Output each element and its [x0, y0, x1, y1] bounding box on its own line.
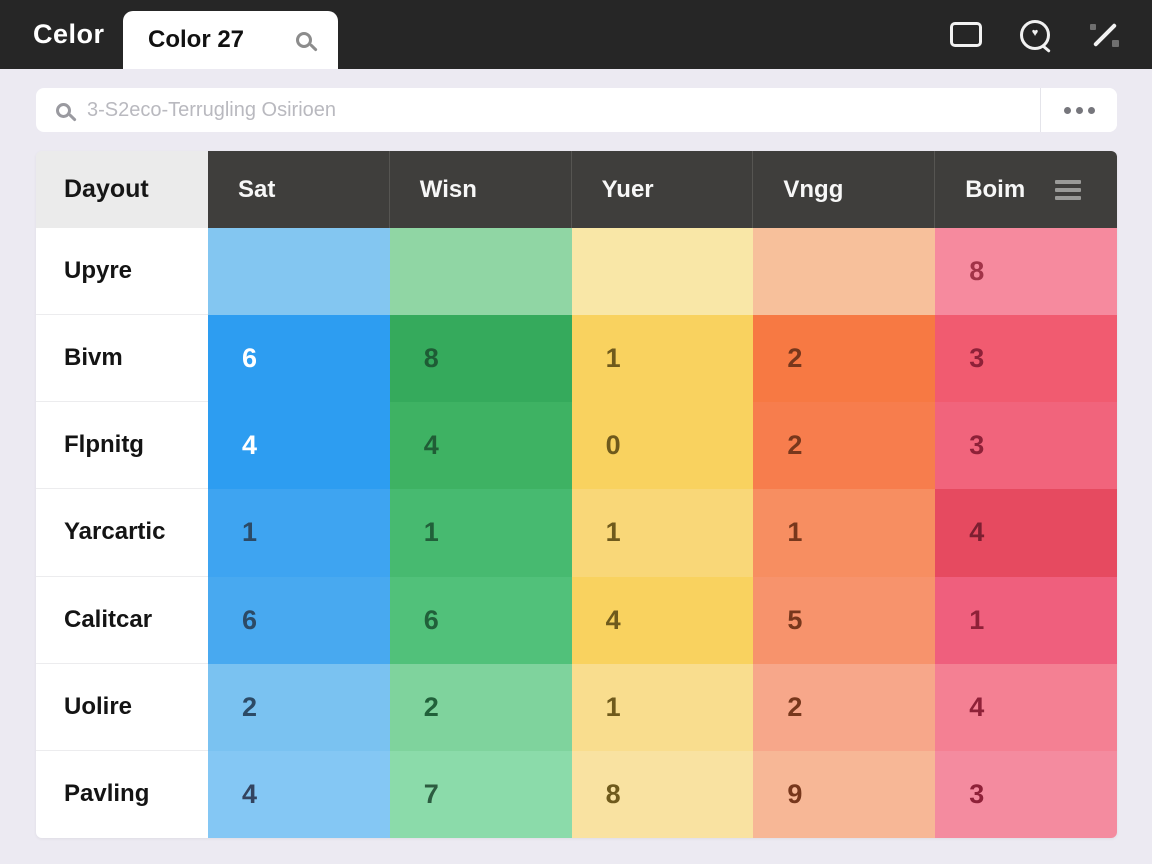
table-cell[interactable]: 1 — [571, 489, 754, 577]
user-search-icon[interactable] — [1020, 19, 1050, 50]
topbar-icon-group — [950, 0, 1122, 69]
search-placeholder: 3-S2eco-Terrugling Osirioen — [87, 98, 337, 121]
row-label[interactable]: Flpnitg — [36, 402, 208, 490]
table-cell[interactable] — [753, 228, 936, 316]
table-cell[interactable]: 2 — [753, 315, 936, 403]
table-cell[interactable]: 9 — [753, 750, 936, 838]
table-cell[interactable]: 2 — [389, 663, 572, 751]
table-row: Flpnitg 4 4 0 2 3 — [36, 402, 1117, 490]
table-cell[interactable]: 1 — [571, 663, 754, 751]
table-cell[interactable]: 6 — [208, 315, 390, 403]
table-cell[interactable] — [208, 228, 390, 316]
table-cell[interactable]: 1 — [571, 315, 754, 403]
frame-icon[interactable] — [950, 22, 982, 47]
search-input[interactable]: 3-S2eco-Terrugling Osirioen — [36, 88, 1040, 132]
table-row: Pavling 4 7 8 9 3 — [36, 750, 1117, 838]
table-cell[interactable]: 3 — [935, 315, 1117, 403]
table-cell[interactable]: 6 — [208, 576, 390, 664]
table-cell[interactable]: 3 — [935, 402, 1117, 490]
column-header[interactable]: Boim — [935, 151, 1117, 228]
table-cell[interactable]: 1 — [389, 489, 572, 577]
search-bar: 3-S2eco-Terrugling Osirioen — [36, 88, 1117, 132]
table-row: Upyre 8 — [36, 228, 1117, 316]
table-cell[interactable]: 0 — [571, 402, 754, 490]
table-cell[interactable]: 4 — [208, 750, 390, 838]
row-label[interactable]: Yarcartic — [36, 489, 208, 577]
active-color-tab[interactable]: Color 27 — [123, 11, 338, 69]
table-cell[interactable]: 3 — [935, 750, 1117, 838]
more-button[interactable] — [1041, 88, 1117, 132]
edit-slash-icon[interactable] — [1088, 18, 1122, 52]
table-cell[interactable]: 5 — [753, 576, 936, 664]
column-header[interactable]: Sat — [208, 151, 390, 228]
table-cell[interactable]: 7 — [389, 750, 572, 838]
column-header[interactable]: Wisn — [389, 151, 572, 228]
column-header[interactable]: Yuer — [571, 151, 754, 228]
table-header-row: Dayout Sat Wisn Yuer Vngg Boim — [36, 151, 1117, 228]
table-cell[interactable]: 8 — [935, 228, 1117, 316]
row-label[interactable]: Uolire — [36, 663, 208, 751]
table-row: Calitcar 6 6 4 5 1 — [36, 576, 1117, 664]
column-header[interactable]: Vngg — [753, 151, 936, 228]
table-cell[interactable]: 6 — [389, 576, 572, 664]
tab-label: Color 27 — [148, 26, 245, 53]
table-cell[interactable]: 4 — [935, 663, 1117, 751]
table-cell[interactable] — [389, 228, 572, 316]
top-bar: Celor Color 27 — [0, 0, 1152, 69]
color-data-table: Dayout Sat Wisn Yuer Vngg Boim Upyre 8 B… — [36, 151, 1117, 838]
table-cell[interactable]: 1 — [208, 489, 390, 577]
table-cell[interactable]: 1 — [935, 576, 1117, 664]
column-header-dayout[interactable]: Dayout — [36, 151, 208, 228]
table-cell[interactable]: 4 — [571, 576, 754, 664]
table-cell[interactable]: 2 — [208, 663, 390, 751]
row-label[interactable]: Upyre — [36, 228, 208, 316]
table-cell[interactable]: 2 — [753, 663, 936, 751]
divider — [1040, 88, 1041, 132]
table-cell[interactable]: 4 — [389, 402, 572, 490]
row-label[interactable]: Bivm — [36, 315, 208, 403]
column-header-label: Boim — [965, 175, 1026, 203]
table-cell[interactable]: 8 — [571, 750, 754, 838]
table-cell[interactable]: 4 — [935, 489, 1117, 577]
search-icon — [56, 102, 77, 122]
app-brand: Celor — [33, 19, 105, 49]
table-cell[interactable]: 8 — [389, 315, 572, 403]
menu-icon[interactable] — [1055, 179, 1081, 200]
table-row: Yarcartic 1 1 1 1 4 — [36, 489, 1117, 577]
row-label[interactable]: Pavling — [36, 750, 208, 838]
search-icon[interactable] — [296, 32, 318, 52]
row-label[interactable]: Calitcar — [36, 576, 208, 664]
ellipsis-icon — [1063, 106, 1095, 114]
table-row: Uolire 2 2 1 2 4 — [36, 663, 1117, 751]
table-row: Bivm 6 8 1 2 3 — [36, 315, 1117, 403]
table-cell[interactable]: 2 — [753, 402, 936, 490]
table-cell[interactable] — [571, 228, 754, 316]
table-cell[interactable]: 1 — [753, 489, 936, 577]
table-cell[interactable]: 4 — [208, 402, 390, 490]
